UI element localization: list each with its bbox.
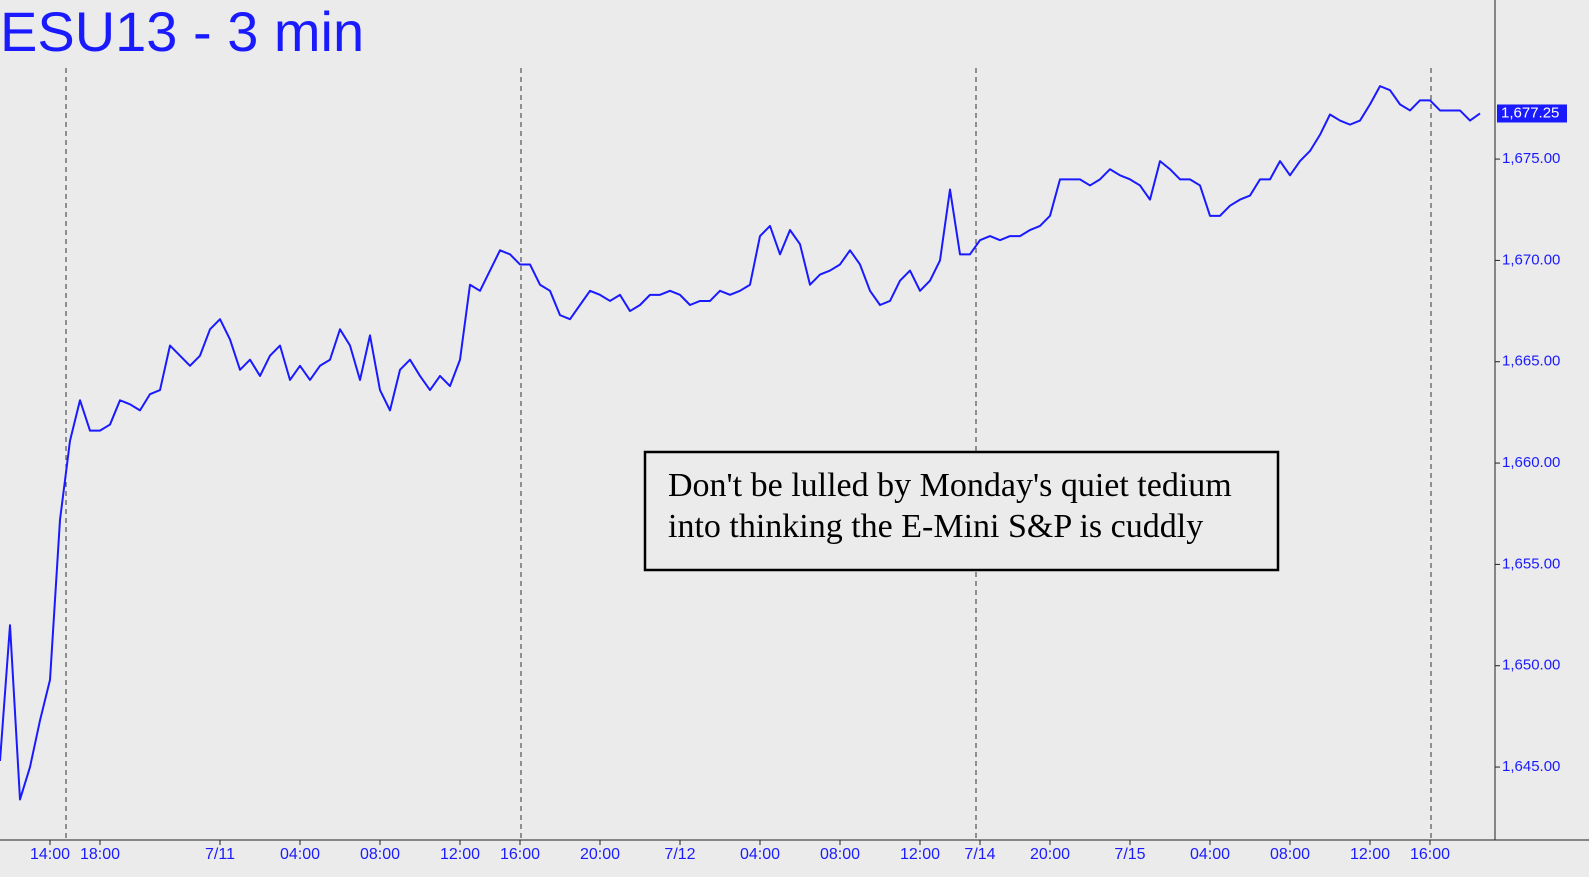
y-tick-label: 1,675.00 [1502, 150, 1560, 167]
x-tick-label: 7/11 [205, 846, 235, 863]
x-tick-label: 16:00 [1410, 846, 1450, 863]
x-tick-label: 7/12 [664, 846, 695, 863]
y-tick-label: 1,670.00 [1502, 251, 1560, 268]
x-tick-label: 12:00 [900, 846, 940, 863]
x-tick-label: 04:00 [740, 846, 780, 863]
x-tick-label: 08:00 [820, 846, 860, 863]
x-tick-label: 14:00 [30, 846, 70, 863]
x-tick-label: 7/14 [964, 846, 995, 863]
x-tick-label: 18:00 [80, 846, 120, 863]
price-line [0, 85, 1481, 801]
x-tick-label: 04:00 [1190, 846, 1230, 863]
x-tick-label: 7/15 [1114, 846, 1145, 863]
y-tick-label: 1,655.00 [1502, 555, 1560, 572]
x-tick-label: 12:00 [1350, 846, 1390, 863]
x-tick-label: 16:00 [500, 846, 540, 863]
x-tick-label: 04:00 [280, 846, 320, 863]
annotation: Don't be lulled by Monday's quiet tedium [668, 467, 1232, 504]
chart-title: ESU13 - 3 min [0, 0, 364, 63]
x-tick-label: 08:00 [1270, 846, 1310, 863]
x-tick-label: 12:00 [440, 846, 480, 863]
y-tick-label: 1,665.00 [1502, 353, 1560, 370]
annotation-box [643, 450, 1280, 572]
x-tick-label: 20:00 [580, 846, 620, 863]
last-price-box [1497, 104, 1567, 123]
y-tick-label: 1,660.00 [1502, 454, 1560, 471]
y-tick-label: 1,650.00 [1502, 657, 1560, 674]
last-price-label: 1,677.25 [1501, 104, 1559, 121]
x-tick-label: 20:00 [1030, 846, 1070, 863]
x-tick-label: 08:00 [360, 846, 400, 863]
y-tick-label: 1,645.00 [1502, 758, 1560, 775]
annotation: into thinking the E-Mini S&P is cuddly [668, 508, 1203, 545]
